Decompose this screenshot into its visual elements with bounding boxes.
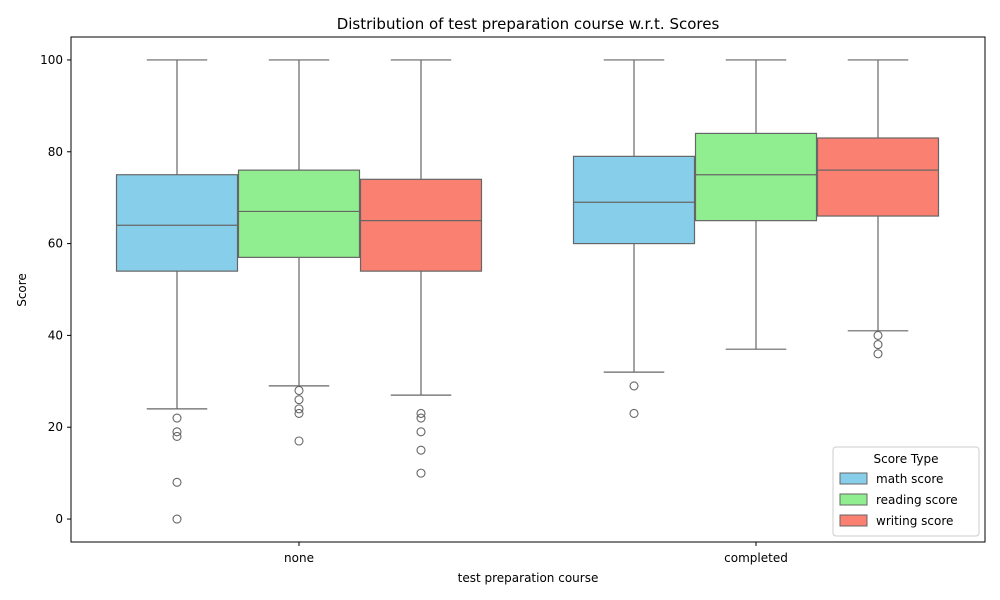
outlier-point [873, 349, 883, 359]
outlier-point [172, 514, 182, 524]
outlier-point [629, 408, 639, 419]
outlier-point [172, 413, 182, 423]
legend: Score Type math score reading score writin… [832, 446, 980, 537]
chart-title: Distribution of test preparation course … [337, 15, 720, 33]
outlier-point [294, 404, 304, 414]
legend-swatch [839, 493, 868, 506]
iqr-box [572, 155, 696, 245]
outlier-point [629, 381, 639, 391]
outlier-point [172, 427, 182, 437]
outlier-point [416, 427, 426, 437]
y-tick-label: 60 [48, 237, 63, 251]
y-tick-label: 20 [48, 420, 63, 434]
legend-label: math score [876, 472, 943, 486]
outlier-point [294, 436, 304, 446]
y-tick-label: 40 [48, 328, 63, 342]
box-writing-score-none [359, 59, 483, 478]
outlier-point [416, 445, 426, 455]
y-axis-label: Score [15, 273, 29, 307]
y-tick-label: 0 [55, 512, 63, 526]
outlier-point [873, 330, 883, 340]
outlier-point [416, 468, 426, 478]
iqr-box [694, 132, 818, 222]
outlier-point [416, 408, 426, 419]
iqr-box [359, 178, 483, 272]
y-tick-label: 100 [40, 53, 63, 67]
legend-label: reading score [876, 493, 958, 507]
box-reading-score-none [237, 59, 361, 446]
legend-swatch [839, 514, 868, 527]
box-math-score-completed [572, 59, 696, 419]
box-reading-score-completed [694, 59, 818, 350]
outlier-point [172, 477, 182, 487]
box-math-score-none [115, 59, 239, 524]
y-axis: 0 20 40 60 80 100 [40, 53, 71, 526]
legend-swatch [839, 472, 868, 485]
outlier-point [294, 395, 304, 405]
y-tick-label: 80 [48, 145, 63, 159]
box-writing-score-completed [816, 59, 940, 359]
legend-title: Score Type [874, 452, 939, 466]
x-tick-label: completed [724, 551, 788, 565]
outlier-point [172, 431, 182, 441]
legend-frame [832, 446, 980, 537]
x-tick-label: none [284, 551, 314, 565]
x-axis: none completed [284, 542, 788, 565]
legend-label: writing score [876, 514, 953, 528]
outlier-point [873, 340, 883, 350]
iqr-box [816, 137, 940, 217]
box-group [115, 59, 940, 524]
x-axis-label: test preparation course [458, 571, 599, 585]
iqr-box [237, 169, 361, 258]
outlier-point [416, 413, 426, 423]
plot-area [70, 36, 986, 543]
outlier-point [294, 408, 304, 419]
iqr-box [115, 174, 239, 272]
outlier-point [294, 385, 304, 396]
